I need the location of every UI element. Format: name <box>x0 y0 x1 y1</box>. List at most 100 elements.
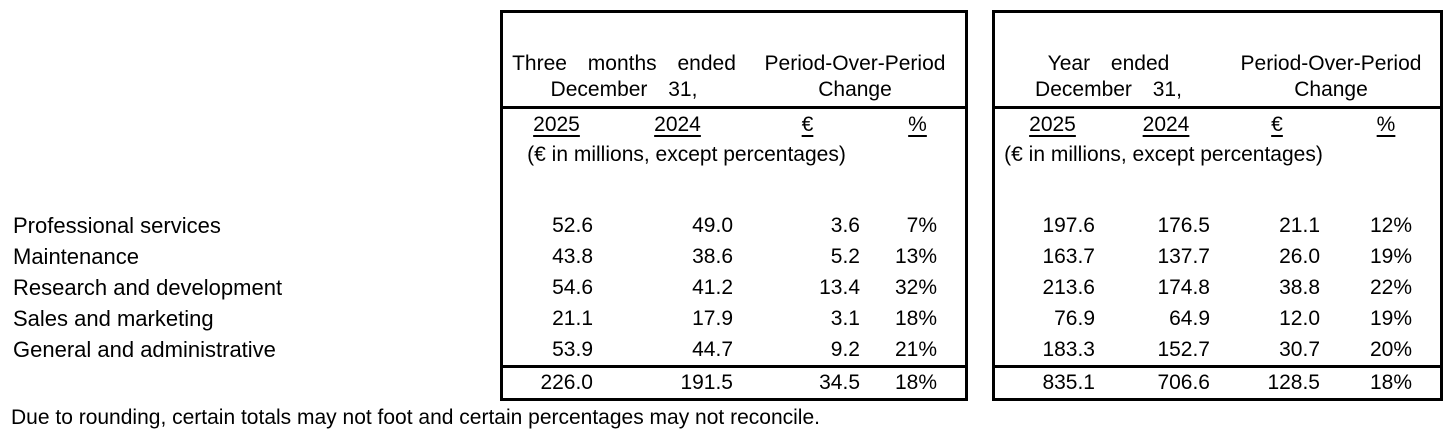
table-row: 43.8 38.6 5.2 13% <box>503 241 965 272</box>
data-cell: 21.1 <box>552 307 593 330</box>
data-cell: 137.7 <box>1157 245 1210 268</box>
col-header-2025: 2025 <box>1029 113 1076 136</box>
data-cell: 197.6 <box>1042 214 1095 237</box>
row-label: Maintenance <box>13 244 139 269</box>
change-header: Period-Over-Period Change <box>1222 13 1440 106</box>
data-cell: 213.6 <box>1042 276 1095 299</box>
data-cell: 13% <box>894 245 937 268</box>
data-cell: 76.9 <box>1054 307 1095 330</box>
data-cell: 19% <box>1369 245 1412 268</box>
total-cell: 18% <box>894 371 937 394</box>
col-header-euro: € <box>1271 113 1283 136</box>
data-cell: 21% <box>894 338 937 361</box>
data-cell: 26.0 <box>1279 245 1320 268</box>
period-header-line2: December 31, <box>550 78 698 101</box>
data-cell: 43.8 <box>552 245 593 268</box>
data-cell: 176.5 <box>1157 214 1210 237</box>
data-cell: 21.1 <box>1279 214 1320 237</box>
year-table: Year ended December 31, Period-Over-Peri… <box>992 10 1443 401</box>
data-cell: 12.0 <box>1279 307 1320 330</box>
column-header-row: 2025 2024 € % <box>503 109 965 141</box>
data-cell: 54.6 <box>552 276 593 299</box>
unit-note-row: (€ in millions, except percentages) <box>503 141 965 169</box>
period-header-line1: Three months ended <box>512 52 736 75</box>
period-header-line2: December 31, <box>1035 78 1182 101</box>
change-header-line2: Change <box>1294 78 1368 101</box>
col-header-euro: € <box>801 113 814 136</box>
table-header-row: Year ended December 31, Period-Over-Peri… <box>995 13 1440 109</box>
unit-note: (€ in millions, except percentages) <box>527 143 846 166</box>
data-cell: 44.7 <box>692 338 733 361</box>
total-row: 835.1 706.6 128.5 18% <box>995 365 1440 398</box>
data-cell: 5.2 <box>830 245 860 268</box>
data-cell: 7% <box>906 214 937 237</box>
unit-note-row: (€ in millions, except percentages) <box>995 141 1440 169</box>
data-cell: 183.3 <box>1042 338 1095 361</box>
data-cell: 13.4 <box>819 276 860 299</box>
data-cell: 38.8 <box>1279 276 1320 299</box>
data-cell: 64.9 <box>1169 307 1210 330</box>
data-cell: 3.6 <box>830 214 860 237</box>
change-header-line2: Change <box>818 78 892 101</box>
total-cell: 18% <box>1369 371 1412 394</box>
table-row: 76.9 64.9 12.0 19% <box>995 303 1440 334</box>
table-row: 53.9 44.7 9.2 21% <box>503 334 965 365</box>
data-cell: 30.7 <box>1279 338 1320 361</box>
total-cell: 706.6 <box>1157 371 1210 394</box>
data-cell: 3.1 <box>830 307 860 330</box>
table-row: 197.6 176.5 21.1 12% <box>995 210 1440 241</box>
data-cell: 52.6 <box>552 214 593 237</box>
col-header-2024: 2024 <box>1142 113 1190 136</box>
unit-note: (€ in millions, except percentages) <box>1004 143 1323 166</box>
row-labels-column: Professional services Maintenance Resear… <box>13 210 282 365</box>
total-cell: 191.5 <box>680 371 733 394</box>
total-cell: 835.1 <box>1042 371 1095 394</box>
spacer <box>503 169 965 210</box>
table-row: 52.6 49.0 3.6 7% <box>503 210 965 241</box>
data-cell: 49.0 <box>692 214 733 237</box>
row-label: Professional services <box>13 213 221 238</box>
data-cell: 53.9 <box>552 338 593 361</box>
period-header-line1: Year ended <box>1047 52 1170 75</box>
table-row: 54.6 41.2 13.4 32% <box>503 272 965 303</box>
col-header-percent: % <box>1376 113 1396 136</box>
data-cell: 174.8 <box>1157 276 1210 299</box>
period-header: Three months ended December 31, <box>503 13 745 106</box>
period-header: Year ended December 31, <box>995 13 1222 106</box>
table-header-row: Three months ended December 31, Period-O… <box>503 13 965 109</box>
data-cell: 41.2 <box>692 276 733 299</box>
change-header: Period-Over-Period Change <box>745 13 965 106</box>
data-cell: 18% <box>894 307 937 330</box>
data-cell: 22% <box>1369 276 1412 299</box>
col-header-2024: 2024 <box>654 113 701 136</box>
table-row: 21.1 17.9 3.1 18% <box>503 303 965 334</box>
total-cell: 226.0 <box>540 371 593 394</box>
data-cell: 32% <box>894 276 937 299</box>
total-cell: 34.5 <box>819 371 860 394</box>
spacer <box>995 169 1440 210</box>
table-row: 183.3 152.7 30.7 20% <box>995 334 1440 365</box>
data-cell: 163.7 <box>1042 245 1095 268</box>
total-cell: 128.5 <box>1267 371 1320 394</box>
data-cell: 38.6 <box>692 245 733 268</box>
data-cell: 19% <box>1369 307 1412 330</box>
data-cell: 152.7 <box>1157 338 1210 361</box>
change-header-line1: Period-Over-Period <box>1240 52 1422 75</box>
row-label: Research and development <box>13 275 283 300</box>
data-cell: 9.2 <box>830 338 860 361</box>
col-header-percent: % <box>908 113 927 136</box>
table-row: 213.6 174.8 38.8 22% <box>995 272 1440 303</box>
data-cell: 20% <box>1369 338 1412 361</box>
total-row: 226.0 191.5 34.5 18% <box>503 365 965 398</box>
column-header-row: 2025 2024 € % <box>995 109 1440 141</box>
col-header-2025: 2025 <box>533 113 580 136</box>
data-cell: 12% <box>1369 214 1412 237</box>
row-label: Sales and marketing <box>13 306 214 331</box>
three-months-table: Three months ended December 31, Period-O… <box>500 10 968 401</box>
rounding-footnote: Due to rounding, certain totals may not … <box>11 406 820 429</box>
data-cell: 17.9 <box>692 307 733 330</box>
change-header-line1: Period-Over-Period <box>764 52 946 75</box>
table-row: 163.7 137.7 26.0 19% <box>995 241 1440 272</box>
row-label: General and administrative <box>13 337 276 362</box>
